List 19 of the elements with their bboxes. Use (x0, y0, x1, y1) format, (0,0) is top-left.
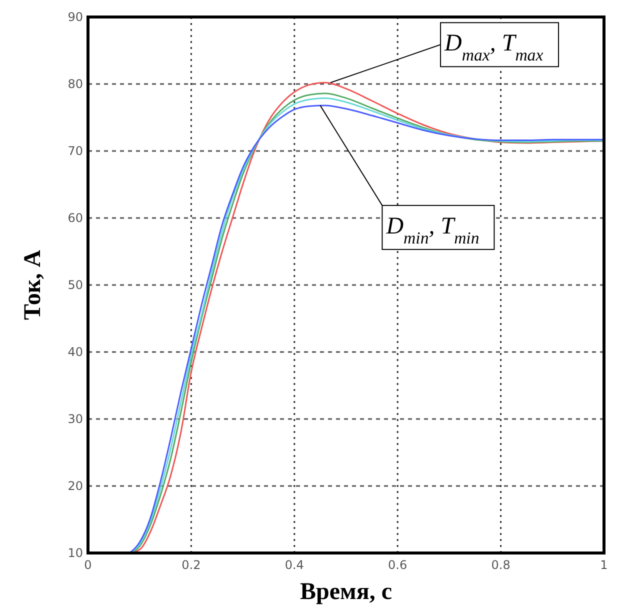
x-tick-label: 0.2 (182, 558, 201, 572)
annotation: D$_{min}$, T$_{min}$ (385, 213, 480, 247)
x-tick-label: 0.6 (388, 558, 408, 572)
y-tick-label: 60 (68, 211, 83, 225)
y-tick-label: 30 (68, 412, 83, 426)
y-tick-label: 20 (68, 479, 83, 493)
x-tick-label: 0.8 (491, 558, 510, 572)
y-tick-label: 50 (68, 278, 83, 292)
y-tick-label: 90 (68, 10, 83, 24)
y-tick-label: 70 (68, 144, 83, 158)
annotation: D$_{max}$, T$_{max}$ (444, 30, 544, 64)
x-tick-label: 0.4 (284, 558, 304, 572)
x-tick-label: 0 (84, 558, 92, 572)
y-tick-label: 80 (68, 77, 83, 91)
x-axis-title: Время, с (300, 579, 392, 605)
y-tick-label: 10 (68, 546, 83, 560)
x-tick-label: 1 (600, 558, 608, 572)
y-axis-title: Ток, А (20, 249, 46, 320)
y-tick-label: 40 (68, 345, 83, 359)
